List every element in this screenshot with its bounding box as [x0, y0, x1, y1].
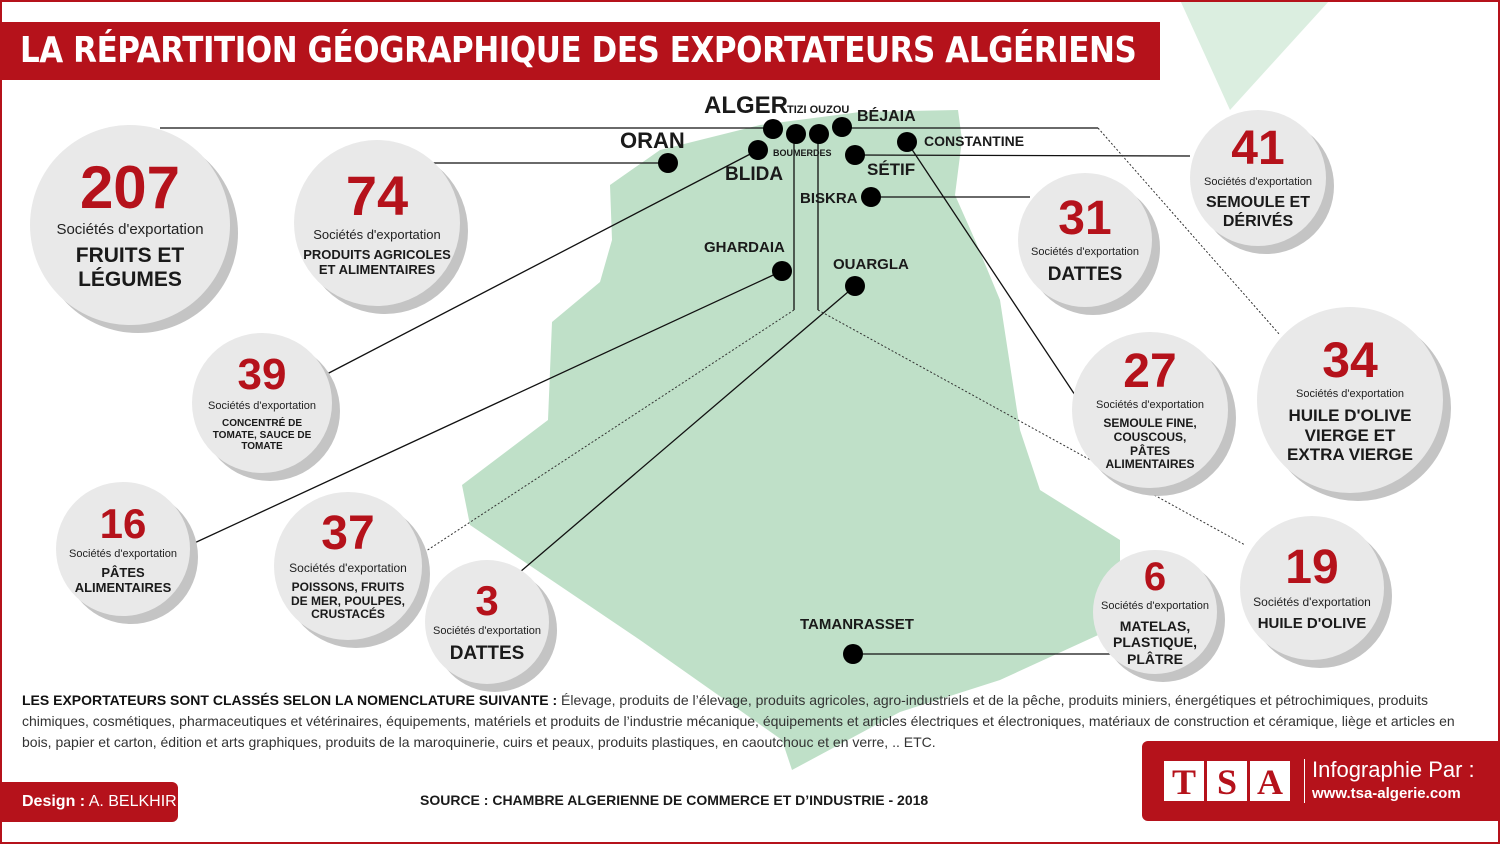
bubble-oran: 74 Sociétés d'exportation PRODUITS AGRIC… [294, 140, 460, 306]
bubble-bejaia: 34 Sociétés d'exportation HUILE D'OLIVE … [1257, 307, 1443, 493]
nomenclature-legend: LES EXPORTATEURS SONT CLASSÉS SELON LA N… [22, 690, 1462, 753]
infographie-label: Infographie Par : [1312, 757, 1475, 782]
category: HUILE D'OLIVE [1257, 614, 1367, 632]
count: 34 [1322, 332, 1378, 389]
city-blida: BLIDA [725, 164, 784, 185]
bubble-ghardaia: 16 Sociétés d'exportation PÂTES ALIMENTA… [56, 482, 190, 616]
divider [1304, 759, 1305, 803]
count-label: Sociétés d'exportation [313, 227, 441, 243]
website-link[interactable]: www.tsa-algerie.com [1312, 785, 1461, 802]
category: FRUITS ET LÉGUMES [75, 243, 185, 291]
category: DATTES [449, 642, 525, 664]
tsa-logo: T S A [1164, 761, 1290, 802]
bubble-biskra: 31 Sociétés d'exportation DATTES [1018, 173, 1152, 307]
count-label: Sociétés d'exportation [1253, 594, 1371, 609]
count-label: Sociétés d'exportation [1101, 600, 1209, 613]
bubble-tamanrasset: 6 Sociétés d'exportation MATELAS, PLASTI… [1093, 550, 1217, 674]
city-bejaia: BÉJAIA [857, 108, 916, 125]
logo-letter: S [1207, 761, 1247, 802]
city-setif: SÉTIF [867, 160, 916, 179]
design-credit: Design : A. BELKHIR [0, 782, 178, 822]
count-label: Sociétés d'exportation [208, 400, 316, 413]
count: 27 [1123, 344, 1177, 398]
category: SEMOULE FINE, COUSCOUS, PÂTES ALIMENTAIR… [1103, 415, 1197, 472]
bubble-alger: 207 Sociétés d'exportation FRUITS ET LÉG… [30, 125, 230, 325]
page-title: LA RÉPARTITION GÉOGRAPHIQUE DES EXPORTAT… [0, 22, 1160, 80]
bubble-tizi-ouzou: 19 Sociétés d'exportation HUILE D'OLIVE [1240, 516, 1384, 660]
legend-text: Élevage, produits de l’élevage, produits… [22, 692, 1455, 750]
city-ouargla: OUARGLA [833, 256, 909, 273]
tsa-brand: T S A Infographie Par : www.tsa-algerie.… [1142, 741, 1500, 821]
count-label: Sociétés d'exportation [1031, 245, 1139, 258]
count: 31 [1058, 191, 1112, 245]
category: CONCENTRÉ DE TOMATE, SAUCE DE TOMATE [212, 418, 312, 453]
city-boumerdes: BOUMERDES [773, 148, 832, 158]
category: MATELAS, PLASTIQUE, PLÂTRE [1112, 618, 1197, 667]
category: PÂTES ALIMENTAIRES [74, 564, 172, 595]
count-label: Sociétés d'exportation [289, 560, 407, 575]
count: 39 [237, 350, 287, 400]
bubble-boumerdes: 37 Sociétés d'exportation POISSONS, FRUI… [274, 492, 422, 640]
count: 41 [1231, 122, 1285, 176]
count-label: Sociétés d'exportation [1296, 388, 1404, 401]
city-dots [658, 117, 917, 664]
bubble-blida: 39 Sociétés d'exportation CONCENTRÉ DE T… [192, 333, 332, 473]
city-alger: ALGER [704, 92, 788, 119]
city-oran: ORAN [620, 128, 685, 153]
category: DATTES [1047, 263, 1123, 285]
count: 74 [345, 164, 409, 228]
city-ghardaia: GHARDAIA [704, 239, 785, 256]
legend-heading: LES EXPORTATEURS SONT CLASSÉS SELON LA N… [22, 692, 558, 708]
count-label: Sociétés d'exportation [56, 220, 204, 238]
city-constantine: CONSTANTINE [924, 133, 1025, 149]
category: POISSONS, FRUITS DE MER, POULPES, CRUSTA… [290, 579, 406, 622]
source-text: SOURCE : CHAMBRE ALGERIENNE DE COMMERCE … [420, 792, 929, 808]
city-tamanrasset: TAMANRASSET [800, 616, 914, 633]
count: 6 [1143, 555, 1167, 600]
design-label: Design : [22, 793, 86, 810]
algeria-shape [462, 110, 1120, 770]
count: 3 [475, 576, 499, 624]
count-label: Sociétés d'exportation [1096, 398, 1204, 411]
count: 207 [79, 153, 181, 221]
count: 16 [99, 499, 147, 547]
connector-lines [160, 127, 1191, 655]
bubble-constantine: 27 Sociétés d'exportation SEMOULE FINE, … [1072, 332, 1228, 488]
count: 37 [321, 506, 375, 560]
category: HUILE D'OLIVE VIERGE ET EXTRA VIERGE [1287, 406, 1413, 465]
count-label: Sociétés d'exportation [1204, 176, 1312, 189]
count-label: Sociétés d'exportation [433, 624, 541, 637]
bubble-setif: 41 Sociétés d'exportation SEMOULE ET DÉR… [1190, 110, 1326, 246]
count-label: Sociétés d'exportation [69, 547, 177, 560]
designer-name: A. BELKHIR [85, 793, 177, 810]
category: PRODUITS AGRICOLES ET ALIMENTAIRES [303, 247, 451, 277]
city-tizi-ouzou: TIZI OUZOU [787, 104, 850, 116]
bubble-ouargla: 3 Sociétés d'exportation DATTES [425, 560, 549, 684]
logo-letter: T [1164, 761, 1204, 802]
count: 19 [1285, 540, 1339, 594]
category: SEMOULE ET DÉRIVÉS [1205, 194, 1310, 230]
decor-stripe [1180, 0, 1330, 110]
city-biskra: BISKRA [800, 190, 858, 207]
logo-letter: A [1250, 761, 1290, 802]
